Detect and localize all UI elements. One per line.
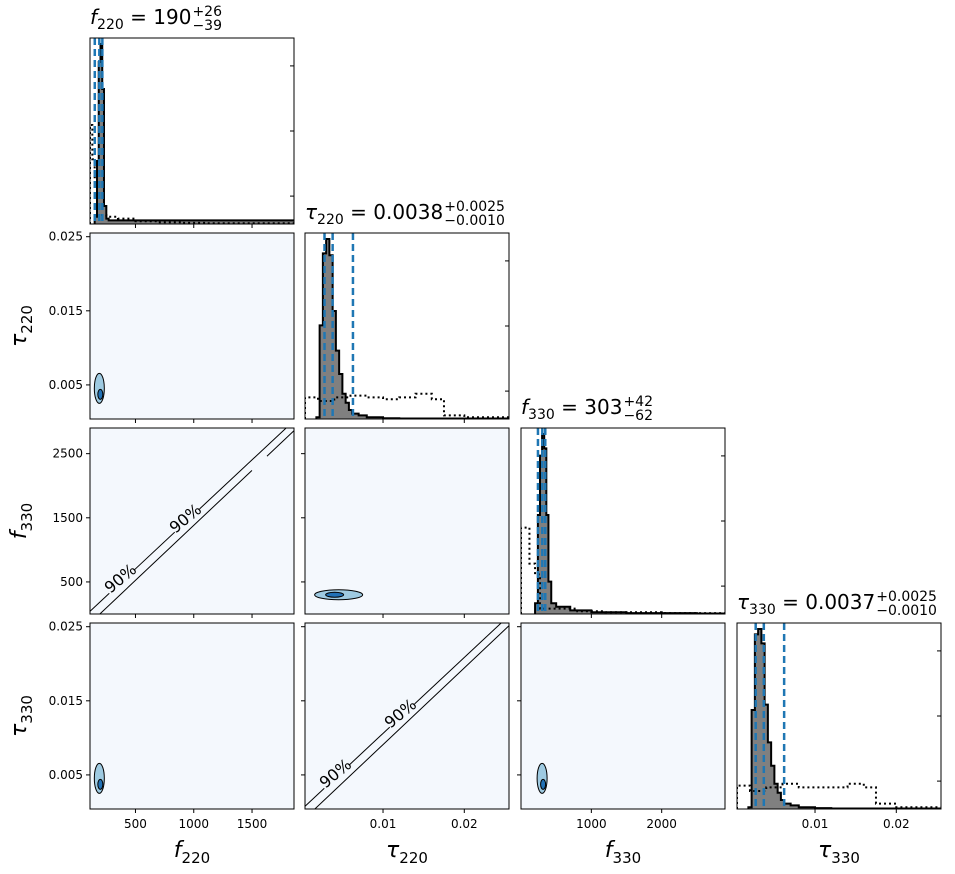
posterior-histogram-fill-2 xyxy=(535,434,725,614)
y-axis-label-3: τ330 xyxy=(7,695,36,737)
y-tick-label: 0.025 xyxy=(49,620,83,634)
x-tick-label: 2000 xyxy=(646,817,677,831)
posterior-histogram-fill-3 xyxy=(748,629,941,809)
scatter-panel-3-2 xyxy=(520,622,726,810)
title-lower-error: −39 xyxy=(192,18,222,34)
title-upper-error: +42 xyxy=(623,394,653,410)
panel-frame xyxy=(304,622,510,810)
y-tick-label: 0.015 xyxy=(49,304,83,318)
x-axis-label-1: τ220 xyxy=(386,838,428,867)
prior-histogram-3 xyxy=(737,782,941,809)
histogram-panel-2 xyxy=(520,427,726,615)
histogram-panel-1 xyxy=(304,232,510,420)
posterior-histogram-fill-1 xyxy=(316,239,509,419)
y-tick-label: 1500 xyxy=(52,511,83,525)
panel-title-0: f220 = 190 xyxy=(90,5,191,33)
y-axis-label-2: f330 xyxy=(7,503,36,539)
x-axis-label-3: τ330 xyxy=(818,838,860,867)
y-tick-label: 500 xyxy=(60,575,83,589)
scatter-panel-3-0 xyxy=(89,622,295,810)
x-tick-label: 0.02 xyxy=(451,817,478,831)
x-tick-label: 0.01 xyxy=(802,817,829,831)
posterior-contour-inner xyxy=(540,778,547,790)
x-tick-label: 0.01 xyxy=(370,817,397,831)
scatter-panel-3-1: 90%90% xyxy=(304,622,510,810)
title-upper-error: +0.0025 xyxy=(876,589,937,605)
y-tick-label: 0.005 xyxy=(49,378,83,392)
posterior-contour-inner xyxy=(325,591,345,598)
panel-title-2: f330 = 303 xyxy=(521,395,622,423)
y-tick-label: 0.005 xyxy=(49,768,83,782)
y-tick-label: 2500 xyxy=(52,447,83,461)
prior-histogram-2 xyxy=(521,526,725,614)
posterior-histogram-2 xyxy=(534,433,725,614)
x-tick-label: 1500 xyxy=(237,817,268,831)
y-tick-label: 0.015 xyxy=(49,694,83,708)
title-lower-error: −0.0010 xyxy=(876,603,937,619)
scatter-panel-2-1 xyxy=(304,427,510,615)
panel-frame xyxy=(520,622,726,810)
posterior-histogram-1 xyxy=(315,238,509,419)
x-axis-label-2: f330 xyxy=(605,838,641,867)
y-axis-label-1: τ220 xyxy=(7,305,36,347)
x-tick-label: 500 xyxy=(124,817,147,831)
posterior-histogram-3 xyxy=(747,628,941,809)
histogram-panel-3 xyxy=(736,622,942,810)
title-upper-error: +0.0025 xyxy=(444,199,505,215)
panel-frame xyxy=(89,37,295,225)
x-tick-label: 0.02 xyxy=(883,817,910,831)
title-upper-error: +26 xyxy=(192,4,222,20)
panel-frame xyxy=(304,427,510,615)
panel-frame xyxy=(89,232,295,420)
posterior-histogram-0 xyxy=(93,43,294,224)
prior-histogram-0 xyxy=(90,124,294,224)
panel-title-1: τ220 = 0.0038 xyxy=(305,200,443,228)
title-lower-error: −0.0010 xyxy=(444,213,505,229)
posterior-histogram-fill-0 xyxy=(94,44,294,224)
x-tick-label: 1000 xyxy=(178,817,209,831)
panel-title-3: τ330 = 0.0037 xyxy=(737,590,875,618)
contour-line xyxy=(314,625,509,809)
y-tick-label: 0.025 xyxy=(49,230,83,244)
scatter-panel-1-0 xyxy=(89,232,295,420)
posterior-contour-inner xyxy=(97,388,104,400)
posterior-contour-inner xyxy=(97,778,104,790)
histogram-panel-0 xyxy=(89,37,295,225)
panel-frame xyxy=(89,622,295,810)
title-lower-error: −62 xyxy=(623,408,653,424)
x-tick-label: 1000 xyxy=(576,817,607,831)
x-axis-label-0: f220 xyxy=(174,838,210,867)
panel-frame xyxy=(89,427,295,615)
scatter-panel-2-0: 90%90% xyxy=(89,427,295,615)
